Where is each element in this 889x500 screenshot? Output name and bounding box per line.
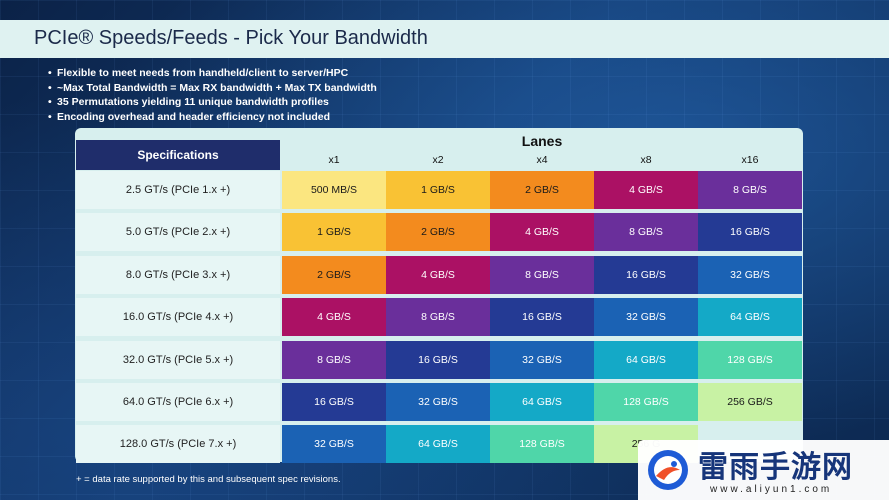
bandwidth-cell: 1 GB/S [386,171,490,209]
lane-header-x8: x8 [640,154,652,166]
bandwidth-cell: 128 GB/S [698,340,802,379]
bandwidth-cell: 4 GB/S [386,255,490,294]
title-bar: PCIe® Speeds/Feeds - Pick Your Bandwidth [0,20,889,58]
bandwidth-cell: 64 GB/S [386,425,490,464]
bandwidth-cell: 64 GB/S [594,340,698,379]
bullet-item: • ~Max Total Bandwidth = Max RX bandwidth… [48,81,377,94]
footnote: + = data rate supported by this and subs… [76,474,341,485]
row-separator [76,379,802,384]
bullet-item: • 35 Permutations yielding 11 unique band… [48,96,329,108]
row-separator [76,421,802,427]
bullet-item: • Encoding overhead and header efficiency… [48,110,331,123]
bandwidth-cell: 2 GB/S [490,171,594,209]
bandwidth-cell: 8 GB/S [386,298,490,337]
bandwidth-cell: 8 GB/S [698,171,802,209]
bandwidth-cell: 128 GB/S [594,383,698,421]
bullet-list: • Flexible to meet needs from handheld/cl… [48,66,377,124]
bandwidth-cell: 2 GB/S [282,255,386,294]
page-title: PCIe® Speeds/Feeds - Pick Your Bandwidth [34,27,428,49]
bandwidth-cell: 8 GB/S [282,340,386,379]
bandwidth-cell: 4 GB/S [282,298,386,337]
bullet-item: • Flexible to meet needs from handheld/cl… [48,67,349,79]
bandwidth-cell: 16 GB/S [698,213,802,252]
bandwidth-cell: 256 GB/S [698,383,802,421]
watermark-logo-icon [648,450,688,490]
bullet-text: ~Max Total Bandwidth = Max RX bandwidth … [57,81,377,94]
bandwidth-cell: 32 GB/S [282,425,386,464]
bullet-text: Flexible to meet needs from handheld/cli… [57,67,349,79]
bandwidth-cell: 16 GB/S [386,340,490,379]
specifications-header: Specifications [76,140,280,170]
bullet-text: Encoding overhead and header efficiency … [57,110,331,123]
lane-header-x1: x1 [328,154,340,166]
bandwidth-cell: 2 GB/S [386,213,490,252]
bandwidth-cell: 32 GB/S [490,340,594,379]
bandwidth-cell: 32 GB/S [698,255,802,294]
bandwidth-cell: 16 GB/S [594,255,698,294]
row-label: 128.0 GT/s (PCIe 7.x +) [76,425,280,464]
bandwidth-cell: 64 GB/S [698,298,802,337]
bandwidth-cell: 128 GB/S [490,425,594,464]
row-separator [76,294,802,300]
bandwidth-cell: 4 GB/S [594,171,698,209]
row-label: 8.0 GT/s (PCIe 3.x +) [76,255,280,294]
bandwidth-cell: 4 GB/S [490,213,594,252]
lane-header-x16: x16 [741,154,759,166]
bandwidth-cell: 16 GB/S [282,383,386,421]
bandwidth-cell: 8 GB/S [594,213,698,252]
row-label: 64.0 GT/s (PCIe 6.x +) [76,383,280,421]
bandwidth-cell: 16 GB/S [490,298,594,337]
bandwidth-cell: 8 GB/S [490,255,594,294]
lanes-header: Lanes [521,133,563,149]
bandwidth-cell: 32 GB/S [594,298,698,337]
row-separator [76,336,802,342]
row-label: 32.0 GT/s (PCIe 5.x +) [76,340,280,379]
bandwidth-cell: 1 GB/S [282,213,386,252]
bandwidth-cell: 64 GB/S [490,383,594,421]
watermark-text: 雷雨手游网 [698,451,853,484]
lane-header-x4: x4 [536,154,548,166]
lane-header-x2: x2 [432,154,444,166]
row-separator [76,251,802,257]
bullet-text: 35 Permutations yielding 11 unique bandw… [57,96,329,108]
row-separator [76,209,802,215]
row-label: 16.0 GT/s (PCIe 4.x +) [76,298,280,337]
row-label: 5.0 GT/s (PCIe 2.x +) [76,213,280,252]
watermark: 雷雨手游网 www.aliyun1.com [638,440,889,500]
bandwidth-cell: 32 GB/S [386,383,490,421]
row-label: 2.5 GT/s (PCIe 1.x +) [76,171,280,209]
bandwidth-cell: 500 MB/S [282,171,386,209]
watermark-url: www.aliyun1.com [710,484,833,495]
